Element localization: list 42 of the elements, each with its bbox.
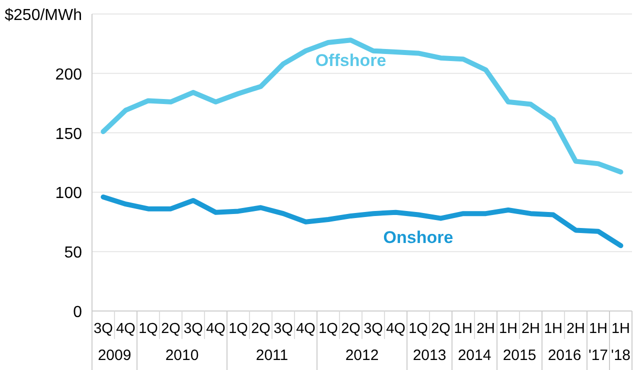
x-tick-label: 4Q bbox=[206, 321, 226, 337]
text: 2015 bbox=[502, 347, 536, 364]
series-label: Onshore bbox=[383, 228, 454, 247]
x-tick-label: 2Q bbox=[341, 321, 360, 337]
text: 2012 bbox=[345, 347, 379, 364]
x-tick-label: 2Q bbox=[251, 321, 270, 337]
x-tick-label: 2H bbox=[566, 321, 586, 337]
x-tick-label: 1H bbox=[454, 321, 473, 337]
x-tick-label: 1H bbox=[588, 321, 608, 337]
x-tick-label: 3Q bbox=[364, 321, 383, 337]
x-tick-label: 1Q bbox=[318, 321, 338, 337]
x-tick-label: 2H bbox=[476, 321, 496, 337]
series-label: Offshore bbox=[315, 51, 386, 70]
x-tick-label: 3Q bbox=[184, 321, 203, 337]
y-tick-label: 0 bbox=[73, 304, 82, 321]
x-tick-label: 1Q bbox=[228, 321, 248, 337]
x-tick-label: 1H bbox=[544, 321, 563, 337]
text: 2011 bbox=[256, 347, 288, 364]
y-tick-label: 200 bbox=[55, 66, 82, 84]
x-tick-label: 3Q bbox=[94, 321, 113, 337]
y-tick-label: 50 bbox=[64, 244, 82, 262]
x-tick-label: 4Q bbox=[296, 321, 316, 337]
x-tick-label: 1Q bbox=[138, 321, 158, 337]
x-tick-label: 4Q bbox=[386, 321, 406, 337]
x-tick-label: 2Q bbox=[161, 321, 180, 337]
x-tick-label: 1Q bbox=[408, 321, 428, 337]
text: 2016 bbox=[548, 347, 582, 364]
y-tick-label: $250/MWh bbox=[4, 7, 82, 24]
x-tick-label: 1H bbox=[611, 321, 630, 337]
text: 2010 bbox=[165, 347, 199, 364]
text: 2013 bbox=[412, 347, 446, 364]
x-tick-label: 4Q bbox=[116, 321, 136, 337]
x-tick-label: 2H bbox=[521, 321, 540, 337]
text: 2014 bbox=[458, 347, 492, 364]
y-tick-label: 150 bbox=[55, 126, 82, 143]
y-tick-label: 100 bbox=[55, 185, 82, 202]
x-tick-label: 3Q bbox=[274, 321, 293, 337]
x-tick-label: 1H bbox=[498, 321, 518, 337]
text: '18 bbox=[610, 347, 631, 364]
x-tick-label: 2Q bbox=[431, 321, 450, 337]
text: 2009 bbox=[98, 347, 132, 364]
text: '17 bbox=[588, 347, 608, 364]
